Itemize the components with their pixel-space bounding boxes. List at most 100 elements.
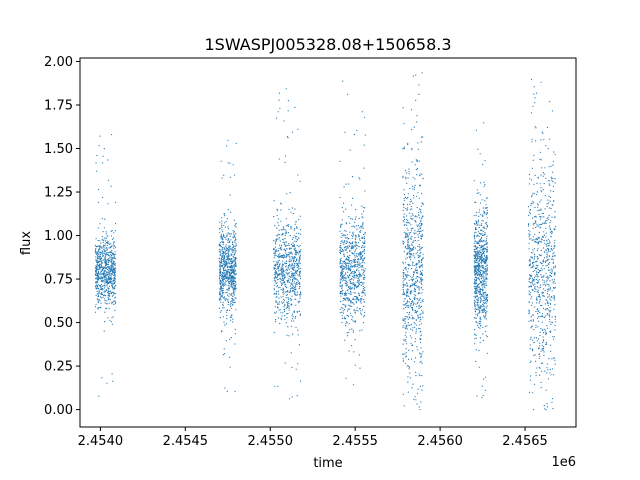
data-point [549, 298, 551, 300]
data-point [356, 269, 358, 271]
data-point [277, 111, 279, 113]
data-point [104, 245, 106, 247]
data-point [354, 275, 356, 277]
data-point [402, 360, 404, 362]
data-point [104, 302, 106, 304]
data-point [233, 259, 235, 261]
data-point [350, 315, 352, 317]
data-point [97, 282, 99, 284]
data-point [538, 287, 540, 289]
data-point [345, 297, 348, 299]
data-point [412, 300, 414, 302]
data-point [291, 295, 293, 297]
data-point [227, 209, 229, 211]
data-point [419, 175, 421, 177]
data-point [547, 238, 549, 240]
data-point [405, 233, 407, 235]
data-point [546, 245, 548, 247]
data-point [420, 360, 422, 363]
data-point [223, 273, 225, 275]
data-point [294, 237, 296, 239]
data-point [220, 249, 222, 251]
data-point [103, 273, 105, 276]
data-point [224, 237, 226, 239]
data-point [220, 299, 222, 301]
data-point [227, 289, 229, 291]
data-point [289, 252, 291, 254]
data-point [286, 248, 288, 250]
data-point [283, 293, 285, 295]
data-point [291, 276, 293, 278]
data-point [220, 276, 222, 278]
data-point [409, 208, 411, 211]
data-point [274, 311, 276, 313]
data-point [112, 237, 115, 239]
data-point [478, 239, 480, 242]
data-point [403, 197, 405, 199]
data-point [296, 294, 299, 296]
data-point [548, 258, 550, 260]
data-point [220, 234, 222, 236]
data-point [106, 273, 108, 275]
data-point [535, 127, 537, 129]
data-point [528, 233, 530, 235]
data-point [222, 246, 224, 248]
data-point [99, 248, 101, 250]
data-point [485, 293, 487, 295]
data-point [477, 250, 479, 252]
data-point [532, 349, 534, 351]
data-point [298, 259, 300, 261]
data-point [224, 260, 226, 262]
data-point [534, 215, 536, 217]
data-point [221, 278, 223, 280]
data-point [274, 264, 276, 266]
data-point [220, 274, 222, 276]
data-point [407, 268, 410, 270]
data-point [227, 272, 229, 274]
data-point [345, 208, 347, 210]
data-point [227, 262, 229, 264]
data-point [224, 266, 226, 268]
data-point [274, 277, 276, 279]
data-point [350, 266, 352, 268]
data-point [553, 266, 555, 268]
data-point [408, 171, 410, 173]
data-point [412, 227, 414, 230]
data-point [422, 257, 424, 260]
data-point [296, 271, 298, 273]
data-point [231, 314, 233, 316]
data-point [546, 257, 548, 259]
data-point [103, 298, 105, 300]
data-point [339, 247, 342, 249]
data-point [403, 405, 405, 407]
data-point [222, 260, 225, 262]
data-point [344, 292, 346, 295]
data-point [97, 307, 99, 309]
data-point [547, 148, 549, 150]
data-point [361, 291, 364, 293]
data-point [543, 251, 546, 253]
data-point [411, 307, 413, 309]
data-point [481, 240, 484, 242]
data-point [347, 247, 349, 249]
data-point [232, 164, 234, 166]
data-point [479, 239, 482, 241]
data-point [535, 275, 537, 277]
data-point [551, 231, 553, 233]
data-point [364, 314, 366, 316]
data-point [541, 167, 543, 169]
data-point [542, 336, 544, 338]
data-point [111, 317, 113, 319]
data-point [277, 222, 279, 224]
data-point [478, 306, 480, 308]
data-point [340, 295, 342, 297]
data-point [299, 285, 301, 287]
data-point [418, 160, 420, 162]
data-point [534, 269, 536, 272]
data-point [411, 200, 413, 202]
data-point [108, 308, 110, 310]
data-point [225, 263, 227, 265]
data-point [95, 170, 98, 172]
data-point [110, 279, 112, 281]
data-point [294, 266, 296, 268]
